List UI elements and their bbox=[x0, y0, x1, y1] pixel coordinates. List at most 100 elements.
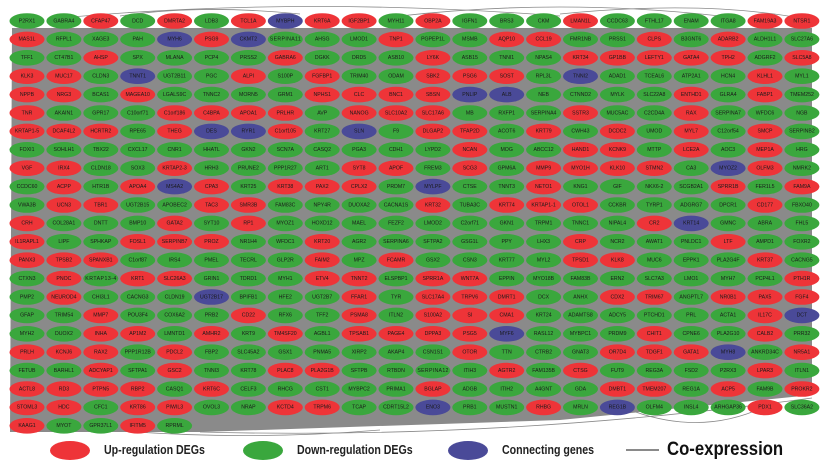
gene-node[interactable]: CMA1 bbox=[489, 307, 525, 324]
gene-node[interactable]: CHIT1 bbox=[636, 326, 672, 342]
gene-node[interactable]: LCE2A bbox=[673, 142, 709, 158]
gene-node[interactable]: LDB3 bbox=[194, 13, 229, 29]
gene-node[interactable]: ATP2A1 bbox=[673, 68, 709, 84]
gene-node[interactable]: IRS4 bbox=[157, 252, 193, 268]
gene-node[interactable]: C4BPA bbox=[194, 105, 229, 121]
gene-node[interactable]: SBSN bbox=[415, 86, 451, 103]
gene-node[interactable]: VGF bbox=[9, 160, 45, 176]
gene-node[interactable]: ABCC12 bbox=[526, 142, 562, 158]
gene-node[interactable]: CPA3 bbox=[194, 178, 229, 195]
gene-node[interactable]: MYH6 bbox=[157, 31, 193, 48]
gene-node[interactable]: NEUROD4 bbox=[46, 289, 82, 305]
gene-node[interactable]: PIWIL3 bbox=[157, 399, 193, 416]
gene-node[interactable]: PMEL bbox=[194, 252, 229, 268]
gene-node[interactable]: PRIMA1 bbox=[378, 381, 414, 397]
gene-node[interactable]: PRDM9 bbox=[599, 326, 635, 342]
gene-node[interactable]: SPX bbox=[120, 50, 156, 66]
gene-node[interactable]: SYT8 bbox=[341, 160, 377, 176]
gene-node[interactable]: GATA4 bbox=[673, 50, 709, 66]
gene-node[interactable]: IFITM5 bbox=[120, 418, 156, 434]
gene-node[interactable]: AWAT1 bbox=[636, 234, 672, 250]
gene-node[interactable]: SPANXB1 bbox=[83, 252, 119, 268]
gene-node[interactable]: SOX3 bbox=[120, 160, 156, 176]
gene-node[interactable]: VWA3B bbox=[9, 197, 45, 213]
gene-node[interactable]: FER1L5 bbox=[747, 178, 783, 195]
gene-node[interactable]: MLANA bbox=[157, 50, 193, 66]
gene-node[interactable]: KRT32 bbox=[415, 197, 451, 213]
gene-node[interactable]: KCTD4 bbox=[267, 399, 303, 416]
gene-node[interactable]: GKN1 bbox=[489, 215, 525, 232]
gene-node[interactable]: PLA2G1B bbox=[304, 362, 340, 379]
gene-node[interactable]: LPAR3 bbox=[747, 362, 783, 379]
gene-node[interactable]: TFF1 bbox=[9, 50, 45, 66]
gene-node[interactable]: FREM3 bbox=[415, 160, 451, 176]
gene-node[interactable]: RD3 bbox=[46, 381, 82, 397]
gene-node[interactable]: SLC17A4 bbox=[415, 289, 451, 305]
gene-node[interactable]: OLFM4 bbox=[636, 399, 672, 416]
gene-node[interactable]: PTH1R bbox=[784, 270, 820, 287]
gene-node[interactable]: SERPINB7 bbox=[157, 234, 193, 250]
gene-node[interactable]: CPNE6 bbox=[673, 326, 709, 342]
gene-node[interactable]: TNP1 bbox=[378, 31, 414, 48]
gene-node[interactable]: FAM9A bbox=[784, 178, 820, 195]
gene-node[interactable]: WFDC6 bbox=[747, 105, 783, 121]
gene-node[interactable]: TTN bbox=[489, 344, 525, 361]
gene-node[interactable]: GPR17 bbox=[83, 105, 119, 121]
gene-node[interactable]: CLDN18 bbox=[83, 160, 119, 176]
gene-node[interactable]: TRPM1 bbox=[526, 215, 562, 232]
gene-node[interactable]: RHBG bbox=[526, 399, 562, 416]
gene-node[interactable]: KAAG1 bbox=[9, 418, 45, 434]
gene-node[interactable]: FAM83C bbox=[267, 197, 303, 213]
gene-node[interactable]: CTXN3 bbox=[9, 270, 45, 287]
gene-node[interactable]: TCL1A bbox=[230, 13, 266, 29]
gene-node[interactable]: CDH1 bbox=[378, 142, 414, 158]
gene-node[interactable]: FGF4 bbox=[784, 289, 820, 305]
gene-node[interactable]: P2RX1 bbox=[9, 13, 45, 29]
gene-node[interactable]: CLDN19 bbox=[157, 289, 193, 305]
gene-node[interactable]: RFX6 bbox=[267, 307, 303, 324]
gene-node[interactable]: TYR bbox=[378, 289, 414, 305]
gene-node[interactable]: CFAP47 bbox=[83, 13, 119, 29]
gene-node[interactable]: GIF bbox=[599, 178, 635, 195]
gene-node[interactable]: AP1M2 bbox=[120, 326, 156, 342]
gene-node[interactable]: TNR bbox=[9, 105, 45, 121]
gene-node[interactable]: SERPINA6 bbox=[378, 234, 414, 250]
gene-node[interactable]: TBX22 bbox=[83, 142, 119, 158]
gene-node[interactable]: LHX3 bbox=[526, 234, 562, 250]
gene-node[interactable]: PSMA8 bbox=[341, 307, 377, 324]
gene-node[interactable]: RP1 bbox=[230, 215, 266, 232]
gene-node[interactable]: KRT24 bbox=[526, 307, 562, 324]
gene-node[interactable]: PLA2G10 bbox=[710, 326, 746, 342]
gene-node[interactable]: BPIFB1 bbox=[230, 289, 266, 305]
gene-node[interactable]: CRP bbox=[563, 234, 598, 250]
gene-node[interactable]: PGA3 bbox=[341, 142, 377, 158]
gene-node[interactable]: CALB2 bbox=[747, 326, 783, 342]
gene-node[interactable]: PROKR2 bbox=[784, 381, 820, 397]
gene-node[interactable]: NR1H4 bbox=[230, 234, 266, 250]
gene-node[interactable]: OVOL3 bbox=[194, 399, 229, 416]
gene-node[interactable]: GDA bbox=[563, 381, 598, 397]
gene-node[interactable]: P2RX3 bbox=[710, 362, 746, 379]
gene-node[interactable]: AQP10 bbox=[489, 31, 525, 48]
gene-node[interactable]: AMHR2 bbox=[194, 326, 229, 342]
gene-node[interactable]: ODAM bbox=[378, 68, 414, 84]
gene-node[interactable]: KRTAP13-4 bbox=[83, 270, 119, 287]
gene-node[interactable]: ETV4 bbox=[304, 270, 340, 287]
gene-node[interactable]: SLC10A2 bbox=[378, 105, 414, 121]
gene-node[interactable]: ABRA bbox=[747, 215, 783, 232]
gene-node[interactable]: BGLAP bbox=[415, 381, 451, 397]
gene-node[interactable]: CKM bbox=[526, 13, 562, 29]
gene-node[interactable]: DPPA3 bbox=[415, 326, 451, 342]
gene-node[interactable]: C1orf105 bbox=[267, 123, 303, 140]
gene-node[interactable]: CTNND2 bbox=[563, 86, 598, 103]
gene-node[interactable]: SSTR3 bbox=[563, 105, 598, 121]
gene-node[interactable]: CHI3L1 bbox=[83, 289, 119, 305]
gene-node[interactable]: FOSL1 bbox=[120, 234, 156, 250]
gene-node[interactable]: GNAT3 bbox=[563, 344, 598, 361]
gene-node[interactable]: RPRML bbox=[157, 418, 193, 434]
gene-node[interactable]: SFTPA1 bbox=[120, 362, 156, 379]
gene-node[interactable]: PRSS2 bbox=[230, 50, 266, 66]
gene-node[interactable]: OTOL1 bbox=[563, 197, 598, 213]
gene-node[interactable]: MYLPF bbox=[415, 178, 451, 195]
gene-node[interactable]: DMRTA2 bbox=[157, 13, 193, 29]
